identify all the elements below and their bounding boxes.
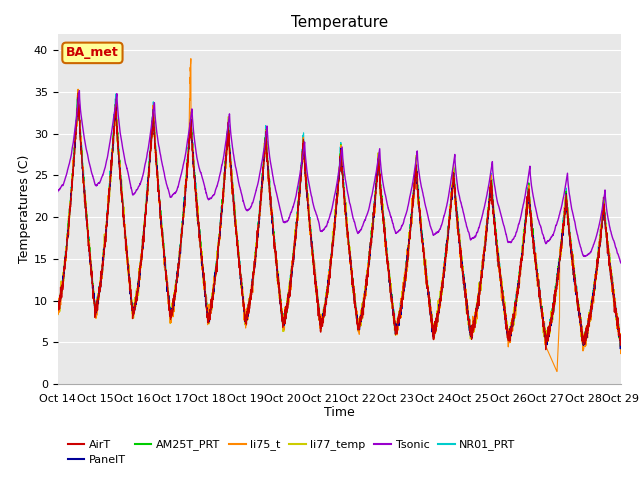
Title: Temperature: Temperature — [291, 15, 388, 30]
Y-axis label: Temperatures (C): Temperatures (C) — [18, 155, 31, 263]
Text: BA_met: BA_met — [66, 47, 119, 60]
Legend: AirT, PanelT, AM25T_PRT, li75_t, li77_temp, Tsonic, NR01_PRT: AirT, PanelT, AM25T_PRT, li75_t, li77_te… — [63, 435, 520, 469]
X-axis label: Time: Time — [324, 407, 355, 420]
